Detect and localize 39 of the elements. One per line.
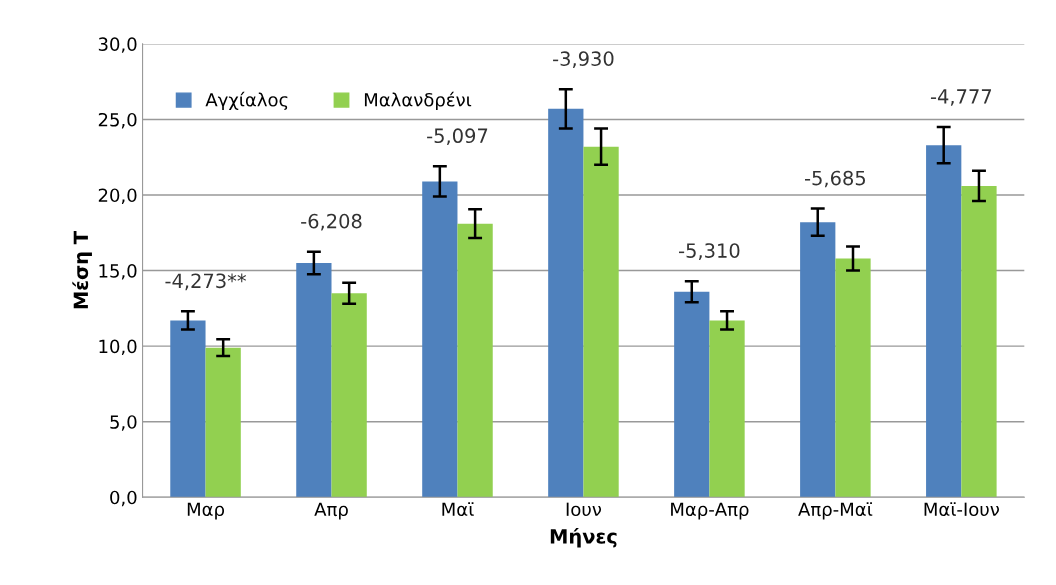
x-axis-title: Μήνες	[550, 527, 617, 548]
x-tick-label: Ιουν	[566, 502, 602, 517]
bar	[331, 293, 367, 498]
x-tick-label: Μαρ-Απρ	[671, 502, 749, 520]
x-tick-label: Μαϊ-Ιουν	[924, 502, 999, 517]
x-tick-label: Απρ	[314, 502, 348, 520]
annotation: -4,777	[930, 89, 992, 106]
y-tick-label: 0,0	[110, 490, 137, 507]
x-tick-label: Απρ-Μαϊ	[798, 502, 873, 520]
bar	[800, 222, 836, 498]
bar	[170, 320, 206, 498]
annotation: -6,208	[301, 213, 362, 231]
bar	[548, 108, 584, 498]
y-axis-title: Μέση Τ	[72, 231, 92, 309]
annotation: -4,273**	[165, 273, 247, 291]
legend-label: Αγχίαλος	[205, 91, 288, 111]
bar	[457, 223, 493, 498]
x-tick-label: Μαϊ	[442, 502, 474, 517]
annotation: -5,685	[804, 170, 866, 188]
annotation: -5,097	[427, 128, 488, 146]
bar	[296, 263, 332, 498]
annotation: -3,930	[553, 51, 614, 68]
y-tick-label: 15,0	[99, 264, 137, 280]
y-tick-label: 5,0	[110, 415, 137, 431]
y-tick-label: 20,0	[98, 188, 137, 204]
legend-label: Μαλανδρένι	[364, 91, 472, 111]
bar	[674, 291, 710, 498]
bar	[835, 258, 871, 498]
x-tick-label: Μαρ	[187, 502, 225, 520]
y-tick-label: 25,0	[98, 112, 137, 129]
bar	[961, 185, 997, 498]
bar	[583, 146, 619, 498]
y-tick-label: 10,0	[99, 339, 137, 356]
y-tick-label: 30,0	[98, 37, 137, 53]
bar	[709, 320, 745, 498]
bar	[205, 347, 241, 498]
bar	[926, 145, 962, 498]
bar	[422, 181, 458, 498]
annotation: -5,310	[679, 243, 740, 260]
